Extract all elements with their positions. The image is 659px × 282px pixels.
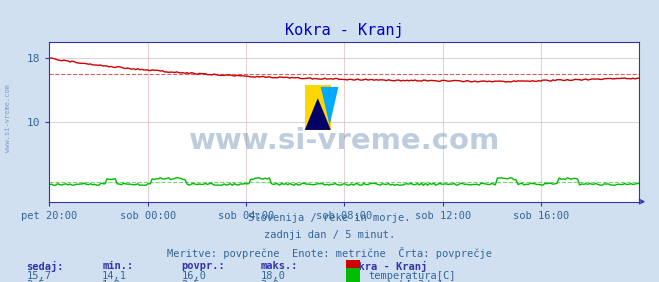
Text: pretok[m3/s]: pretok[m3/s]	[368, 280, 444, 282]
Text: 16,0: 16,0	[181, 271, 206, 281]
Text: 2,5: 2,5	[26, 280, 45, 282]
Title: Kokra - Kranj: Kokra - Kranj	[285, 23, 404, 38]
Text: min.:: min.:	[102, 261, 133, 271]
Polygon shape	[305, 98, 331, 130]
Text: Kokra - Kranj: Kokra - Kranj	[346, 261, 427, 272]
Text: povpr.:: povpr.:	[181, 261, 225, 271]
Text: temperatura[C]: temperatura[C]	[368, 271, 456, 281]
Polygon shape	[321, 87, 339, 125]
Text: 14,1: 14,1	[102, 271, 127, 281]
Text: zadnji dan / 5 minut.: zadnji dan / 5 minut.	[264, 230, 395, 240]
Text: 18,0: 18,0	[260, 271, 285, 281]
FancyBboxPatch shape	[305, 85, 331, 130]
Text: sedaj:: sedaj:	[26, 261, 64, 272]
Text: 3,0: 3,0	[260, 280, 279, 282]
Text: 1,8: 1,8	[102, 280, 121, 282]
Text: maks.:: maks.:	[260, 261, 298, 271]
Text: 15,7: 15,7	[26, 271, 51, 281]
Text: www.si-vreme.com: www.si-vreme.com	[5, 84, 11, 153]
Text: 2,5: 2,5	[181, 280, 200, 282]
Text: Meritve: povprečne  Enote: metrične  Črta: povprečje: Meritve: povprečne Enote: metrične Črta:…	[167, 247, 492, 259]
Text: www.si-vreme.com: www.si-vreme.com	[188, 127, 500, 155]
Text: Slovenija / reke in morje: Slovenija / reke in morje	[345, 134, 362, 135]
Text: Slovenija / reke in morje.: Slovenija / reke in morje.	[248, 213, 411, 223]
